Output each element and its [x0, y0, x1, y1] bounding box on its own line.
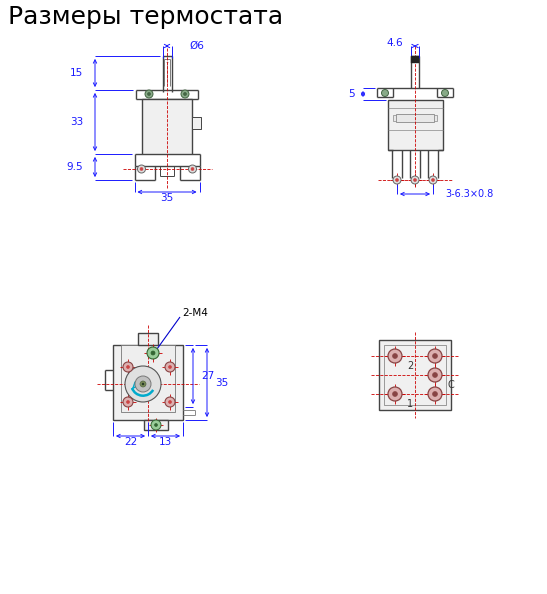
Circle shape — [432, 179, 434, 182]
Circle shape — [395, 179, 399, 182]
Circle shape — [154, 424, 158, 426]
Circle shape — [411, 176, 419, 184]
Circle shape — [165, 362, 175, 372]
Circle shape — [393, 353, 398, 359]
Bar — [192, 117, 201, 129]
Text: C: C — [447, 380, 454, 390]
Text: 9.5: 9.5 — [66, 162, 83, 172]
Bar — [387, 100, 443, 150]
Circle shape — [393, 176, 401, 184]
Text: 5: 5 — [348, 89, 355, 99]
Bar — [138, 333, 158, 345]
Circle shape — [126, 400, 130, 403]
Circle shape — [428, 368, 442, 382]
Bar — [144, 420, 168, 430]
Circle shape — [140, 381, 146, 387]
Text: 2-М4: 2-М4 — [182, 308, 208, 318]
Text: Ø6: Ø6 — [189, 41, 204, 51]
Circle shape — [388, 349, 402, 363]
Text: 2: 2 — [407, 361, 413, 371]
Bar — [113, 345, 183, 420]
Text: 1: 1 — [407, 399, 413, 409]
Text: 22: 22 — [124, 437, 137, 447]
Bar — [411, 56, 419, 63]
Circle shape — [142, 383, 144, 385]
Circle shape — [168, 365, 172, 368]
Text: 33: 33 — [70, 117, 83, 127]
Circle shape — [140, 168, 143, 170]
Circle shape — [189, 165, 196, 173]
Bar — [379, 340, 451, 410]
Circle shape — [126, 365, 130, 368]
Circle shape — [123, 362, 133, 372]
Circle shape — [388, 387, 402, 401]
Bar — [393, 115, 396, 121]
Bar — [396, 114, 434, 122]
Circle shape — [151, 420, 161, 430]
Text: 15: 15 — [70, 68, 83, 78]
Circle shape — [145, 90, 153, 98]
Circle shape — [165, 397, 175, 407]
Circle shape — [147, 347, 159, 359]
Circle shape — [151, 351, 155, 355]
Circle shape — [433, 391, 438, 397]
Text: 35: 35 — [160, 193, 173, 203]
Circle shape — [123, 397, 133, 407]
Circle shape — [433, 353, 438, 359]
Circle shape — [381, 90, 388, 96]
Bar — [142, 99, 192, 154]
Bar — [121, 345, 175, 412]
Text: 13: 13 — [159, 437, 172, 447]
Circle shape — [137, 165, 146, 173]
Circle shape — [148, 93, 150, 96]
Circle shape — [428, 387, 442, 401]
Text: 4.6: 4.6 — [387, 38, 403, 48]
Circle shape — [428, 349, 442, 363]
Circle shape — [181, 90, 189, 98]
Circle shape — [433, 372, 438, 378]
Circle shape — [125, 366, 161, 402]
Circle shape — [429, 176, 437, 184]
Circle shape — [191, 168, 194, 170]
Circle shape — [183, 93, 187, 96]
Bar — [434, 115, 437, 121]
Circle shape — [393, 391, 398, 397]
Text: 27: 27 — [201, 371, 214, 381]
Circle shape — [135, 376, 151, 392]
Circle shape — [168, 400, 172, 403]
Text: 3-6.3×0.8: 3-6.3×0.8 — [445, 189, 493, 199]
Circle shape — [414, 179, 416, 182]
Circle shape — [441, 90, 449, 96]
Text: 35: 35 — [215, 378, 228, 387]
Text: Размеры термостата: Размеры термостата — [8, 5, 283, 29]
Bar — [384, 345, 446, 405]
